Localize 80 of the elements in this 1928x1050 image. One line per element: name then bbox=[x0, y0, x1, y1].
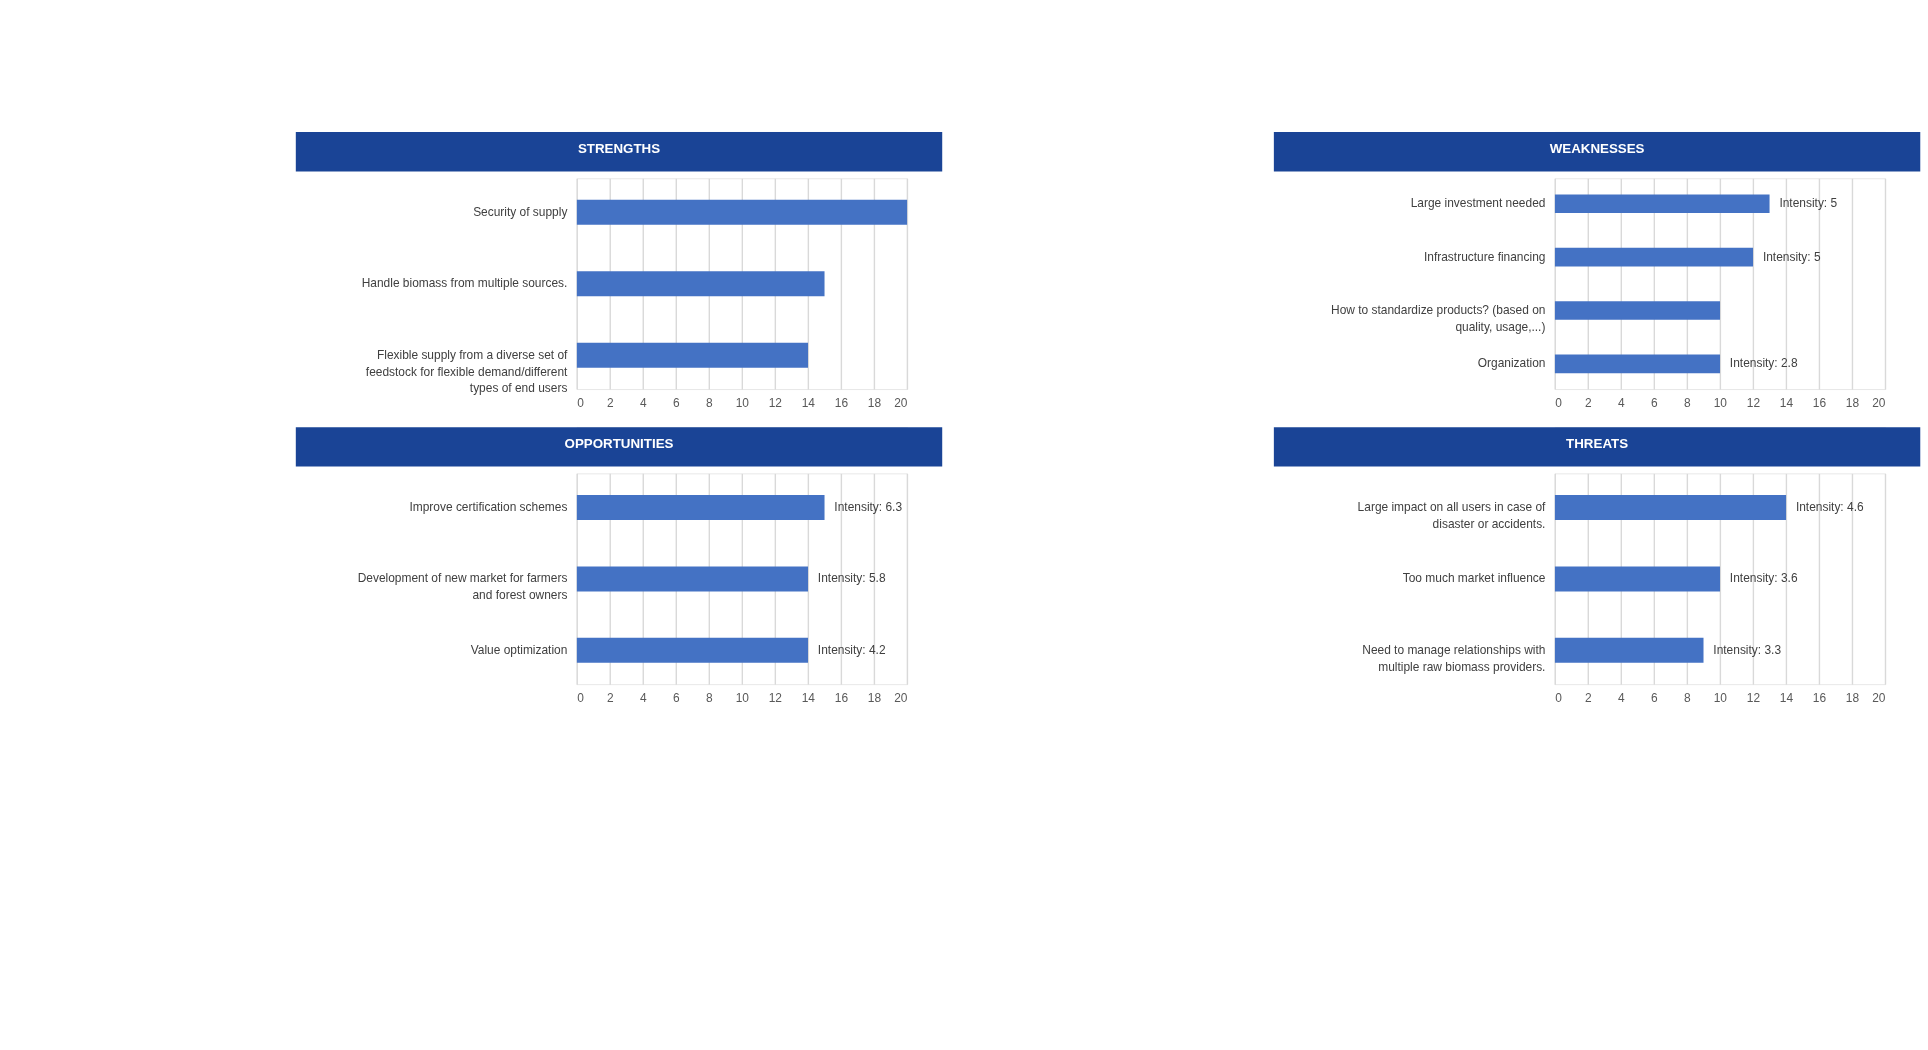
y-tick-label: Organization bbox=[1477, 356, 1546, 371]
x-tick-label: 10 bbox=[1713, 396, 1728, 411]
x-tick-label: 6 bbox=[672, 396, 680, 411]
x-tick-label: 16 bbox=[1812, 396, 1827, 411]
x-tick-label: 12 bbox=[768, 691, 783, 706]
y-tick-label: How to standardize products? (based on quality, usage,...) bbox=[1331, 302, 1546, 334]
y-tick-label: Large impact on all users in case of disaster or accidents. bbox=[1357, 499, 1547, 531]
annotation: Intensity: 4.2 bbox=[817, 642, 886, 657]
x-tick-label: 16 bbox=[834, 396, 849, 411]
x-tick-label: 6 bbox=[1651, 396, 1659, 411]
y-tick-label: Security of supply bbox=[473, 204, 568, 219]
annotation: Intensity: 4.6 bbox=[1795, 499, 1864, 514]
x-tick-label: 0 bbox=[1555, 691, 1563, 706]
x-tick-label: 4 bbox=[1617, 691, 1625, 706]
chart-title: THREATS bbox=[1566, 436, 1629, 452]
x-tick-label: 8 bbox=[1684, 691, 1692, 706]
y-tick-label: Flexible supply from a diverse set of feedstock for flexible demand/different types of end users bbox=[365, 347, 569, 396]
x-tick-label: 2 bbox=[1584, 396, 1592, 411]
bar bbox=[1554, 194, 1770, 214]
x-tick-label: 12 bbox=[1746, 396, 1761, 411]
annotation: Intensity: 2.8 bbox=[1729, 356, 1798, 371]
x-tick-label: 12 bbox=[1746, 691, 1761, 706]
chart-title: STRENGTHS bbox=[577, 141, 661, 157]
bar bbox=[1554, 301, 1721, 320]
bar bbox=[1554, 247, 1754, 267]
x-tick-label: 16 bbox=[834, 691, 849, 706]
chart-title: WEAKNESSES bbox=[1549, 141, 1645, 157]
x-tick-label: 14 bbox=[1779, 396, 1794, 411]
x-tick-label: 6 bbox=[672, 691, 680, 706]
chart-title: OPPORTUNITIES bbox=[564, 436, 674, 452]
x-tick-label: 20 bbox=[894, 396, 908, 411]
annotation: Intensity: 6.3 bbox=[834, 499, 903, 514]
y-tick-label: Infrastructure financing bbox=[1423, 249, 1546, 264]
bar bbox=[576, 199, 908, 225]
y-tick-label: Need to manage relationships with multiple raw biomass providers. bbox=[1362, 642, 1546, 674]
bar bbox=[1554, 494, 1787, 520]
x-tick-label: 10 bbox=[1713, 691, 1728, 706]
x-tick-label: 8 bbox=[705, 691, 713, 706]
x-tick-label: 0 bbox=[1555, 396, 1563, 411]
bar bbox=[576, 342, 809, 368]
x-tick-label: 2 bbox=[606, 691, 614, 706]
y-tick-label: Large investment needed bbox=[1410, 196, 1546, 211]
x-tick-label: 14 bbox=[801, 691, 816, 706]
x-tick-label: 4 bbox=[639, 691, 647, 706]
x-tick-label: 18 bbox=[1845, 691, 1860, 706]
x-tick-label: 0 bbox=[577, 691, 585, 706]
x-tick-label: 8 bbox=[1684, 396, 1692, 411]
bar bbox=[1554, 354, 1721, 374]
x-tick-label: 8 bbox=[705, 396, 713, 411]
x-tick-label: 18 bbox=[867, 691, 882, 706]
annotation: Intensity: 5.8 bbox=[817, 571, 886, 586]
y-tick-label: Improve certification schemes bbox=[409, 499, 568, 514]
x-tick-label: 14 bbox=[801, 396, 816, 411]
x-tick-label: 20 bbox=[1872, 691, 1886, 706]
x-tick-label: 4 bbox=[1617, 396, 1625, 411]
annotation: Intensity: 5 bbox=[1779, 196, 1838, 211]
x-tick-label: 14 bbox=[1779, 691, 1794, 706]
y-tick-label: Development of new market for farmers and forest owners bbox=[357, 571, 568, 603]
x-tick-label: 10 bbox=[735, 691, 750, 706]
x-tick-label: 10 bbox=[735, 396, 750, 411]
bar bbox=[1554, 637, 1704, 663]
x-tick-label: 16 bbox=[1812, 691, 1827, 706]
x-tick-label: 0 bbox=[577, 396, 585, 411]
y-tick-label: Value optimization bbox=[470, 642, 568, 657]
x-tick-label: 20 bbox=[1872, 396, 1886, 411]
x-tick-label: 20 bbox=[894, 691, 908, 706]
y-tick-label: Too much market influence bbox=[1402, 571, 1546, 586]
bar bbox=[576, 271, 825, 297]
x-tick-label: 18 bbox=[867, 396, 882, 411]
bar bbox=[1554, 566, 1721, 592]
x-tick-label: 2 bbox=[606, 396, 614, 411]
x-tick-label: 12 bbox=[768, 396, 783, 411]
x-tick-label: 6 bbox=[1651, 691, 1659, 706]
x-tick-label: 4 bbox=[639, 396, 647, 411]
x-tick-label: 18 bbox=[1845, 396, 1860, 411]
annotation: Intensity: 3.3 bbox=[1713, 642, 1782, 657]
annotation: Intensity: 3.6 bbox=[1729, 571, 1798, 586]
annotation: Intensity: 5 bbox=[1762, 249, 1821, 264]
y-tick-label: Handle biomass from multiple sources. bbox=[361, 276, 568, 291]
x-tick-label: 2 bbox=[1584, 691, 1592, 706]
